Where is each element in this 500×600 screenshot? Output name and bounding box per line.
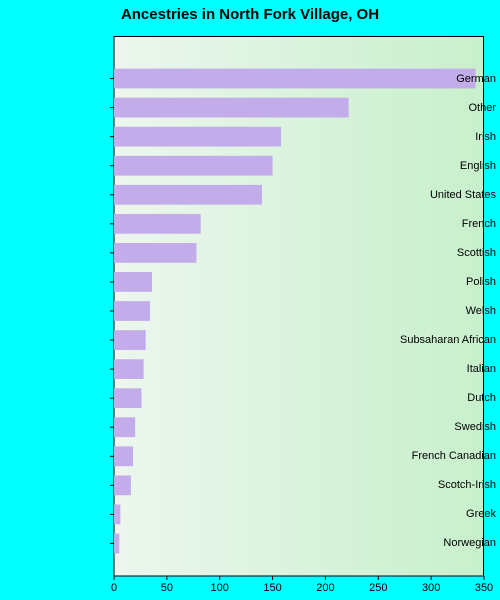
bar [114, 156, 273, 176]
bar [114, 417, 135, 437]
y-axis-label: Italian [388, 363, 496, 375]
x-axis-label: 350 [475, 582, 493, 594]
bar [114, 505, 120, 525]
y-axis-label: Scotch-Irish [388, 479, 496, 491]
bar [114, 98, 349, 118]
y-axis-label: Norwegian [388, 537, 496, 549]
x-axis-label: 200 [316, 582, 334, 594]
bar [114, 301, 150, 321]
y-axis-label: Welsh [388, 305, 496, 317]
bar [114, 330, 146, 350]
y-axis-label: English [388, 160, 496, 172]
y-axis-label: Subsaharan African [388, 334, 496, 346]
x-axis-label: 250 [369, 582, 387, 594]
bar [114, 446, 133, 466]
bar [114, 127, 281, 147]
bar [114, 534, 119, 554]
y-axis-label: Greek [388, 508, 496, 520]
y-axis-label: French Canadian [388, 450, 496, 462]
chart-title: Ancestries in North Fork Village, OH [0, 6, 500, 23]
x-axis-label: 100 [211, 582, 229, 594]
bar [114, 475, 131, 495]
chart-container: Ancestries in North Fork Village, OH Cit… [0, 0, 500, 600]
bar [114, 214, 201, 234]
bar [114, 359, 144, 379]
bar [114, 185, 262, 205]
y-axis-label: Dutch [388, 392, 496, 404]
y-axis-label: Swedish [388, 421, 496, 433]
x-axis-label: 0 [111, 582, 117, 594]
bar [114, 388, 141, 408]
y-axis-label: Other [388, 102, 496, 114]
x-axis-label: 50 [161, 582, 173, 594]
y-axis-label: Irish [388, 131, 496, 143]
y-axis-label: German [388, 73, 496, 85]
y-axis-label: French [388, 218, 496, 230]
x-axis-label: 150 [263, 582, 281, 594]
y-axis-label: Polish [388, 276, 496, 288]
y-axis-label: United States [388, 189, 496, 201]
bar [114, 272, 152, 292]
bar [114, 243, 196, 263]
y-axis-label: Scottish [388, 247, 496, 259]
x-axis-label: 300 [422, 582, 440, 594]
